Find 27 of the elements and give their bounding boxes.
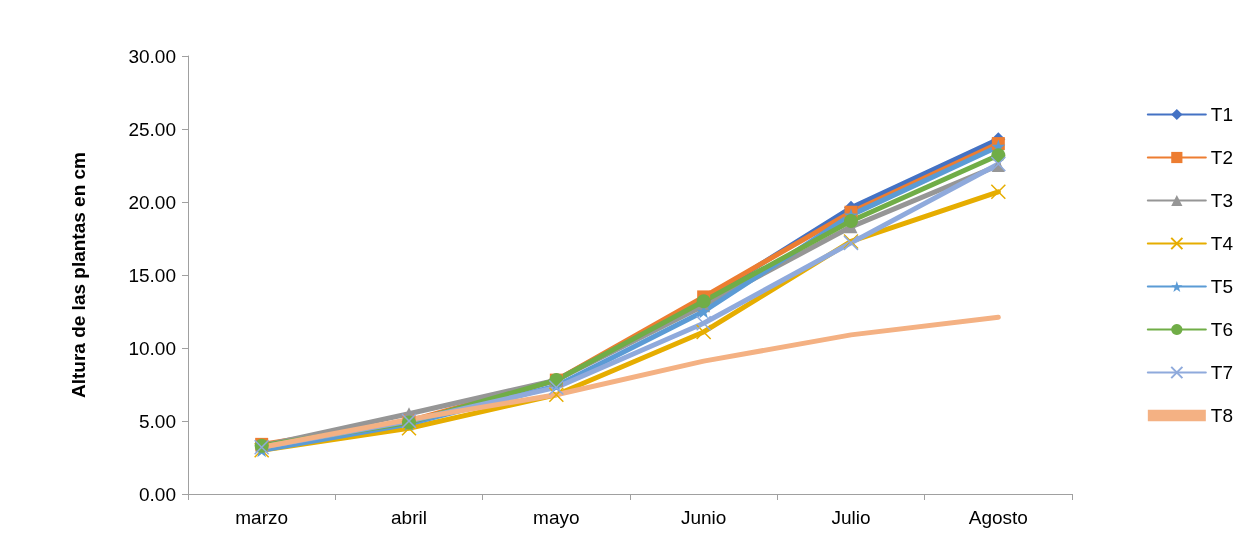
x-tick-label: mayo: [533, 507, 580, 528]
y-tick-label: 15.00: [128, 264, 176, 286]
y-axis-title: Altura de las plantas en cm: [68, 151, 89, 399]
legend-label: T5: [1210, 276, 1234, 297]
legend-label: T8: [1210, 405, 1234, 426]
point: [695, 315, 712, 331]
x-tick-label: Julio: [831, 507, 871, 528]
y-tick-label: 5.00: [139, 410, 176, 432]
y-tick-label: 30.00: [128, 45, 176, 67]
x-tick-label: Junio: [680, 507, 727, 528]
legend-label: T6: [1210, 319, 1234, 340]
x-tick-label: Agosto: [968, 507, 1028, 528]
x-tick-label: abril: [391, 507, 427, 528]
legend-label: T3: [1210, 190, 1234, 211]
point: [844, 213, 858, 228]
y-tick-label: 0.00: [139, 483, 176, 505]
legend-label: T2: [1210, 147, 1234, 168]
y-tick-label: 25.00: [128, 118, 176, 140]
y-tick-label: 20.00: [128, 191, 176, 213]
legend-label: T7: [1210, 362, 1234, 383]
y-tick-label: 10.00: [128, 337, 176, 359]
legend-label: T1: [1210, 104, 1234, 125]
legend-label: T4: [1210, 233, 1234, 254]
point: [695, 324, 712, 340]
point: [990, 184, 1007, 200]
x-tick-label: marzo: [235, 507, 289, 528]
point: [548, 386, 565, 403]
